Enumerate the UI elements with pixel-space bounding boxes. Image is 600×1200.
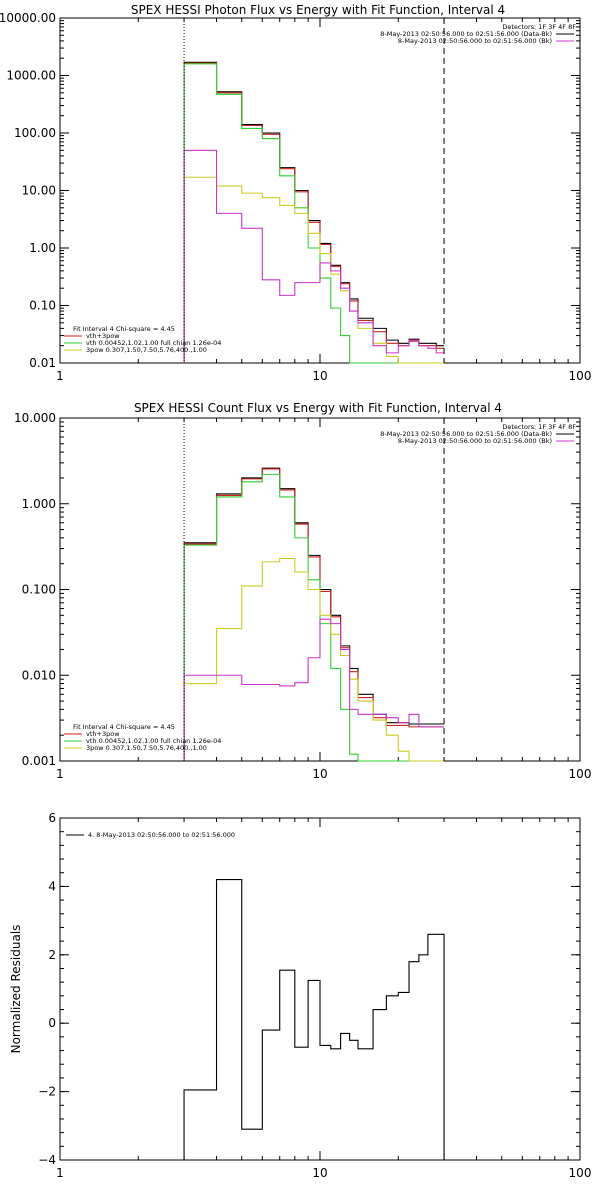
series-3pow-line xyxy=(183,557,445,762)
x-tick-label: 100 xyxy=(569,767,592,781)
count-flux-panel: SPEX HESSI Count Flux vs Energy with Fit… xyxy=(14,401,591,781)
y-tick-label: 0.10 xyxy=(29,299,56,313)
photon-flux-panel: SPEX HESSI Photon Flux vs Energy with Fi… xyxy=(0,3,591,383)
series-vth-line xyxy=(183,473,445,762)
legend-residual-entry: 4. 8-May-2013 02:50:56.000 to 02:51:56.0… xyxy=(88,831,235,839)
series-vth-3pow-line xyxy=(183,468,445,761)
x-tick-label: 100 xyxy=(569,1166,592,1180)
series-bk-line xyxy=(183,149,445,363)
y-tick-label: 6 xyxy=(48,811,56,825)
y-tick-label: 10.00 xyxy=(22,184,56,198)
photon-flux-detectors-label: Detectors: 1F 3F 4F 8F xyxy=(502,23,576,31)
y-tick-label: 1000.00 xyxy=(6,69,56,83)
x-tick-label: 1 xyxy=(56,767,64,781)
x-tick-label: 1 xyxy=(56,1166,64,1180)
y-tick-label: 10.000 xyxy=(14,411,56,425)
legend-top-entry: 8-May-2013 02:50:56.000 to 02:51:56.000 … xyxy=(380,430,552,438)
count-flux-title: SPEX HESSI Count Flux vs Energy with Fit… xyxy=(134,401,502,415)
y-tick-label: −2 xyxy=(38,1085,56,1099)
y-tick-label: 100.00 xyxy=(14,126,56,140)
series-data-bk-line xyxy=(183,61,445,363)
photon-flux-plot-frame xyxy=(59,17,581,364)
legend-bottom-entry: vth+3pow xyxy=(86,332,120,340)
legend-bottom-entry: 3pow 0.307,1.50,7.50,5.76,400.,1.00 xyxy=(86,346,207,354)
count-flux-fit-header: Fit Interval 4 Chi-square = 4.45 xyxy=(73,723,175,731)
series-4-8-may-2013-02-50-56-000-to-02-51-56-000-line xyxy=(183,879,445,1160)
y-tick-label: 2 xyxy=(48,948,56,962)
legend-top-entry: 8-May-2013 02:50:56.000 to 02:51:56.000 … xyxy=(380,30,552,38)
y-tick-label: 4 xyxy=(48,879,56,893)
y-tick-label: 0.001 xyxy=(22,754,56,768)
series-bk-line xyxy=(183,618,445,761)
y-tick-label: −4 xyxy=(38,1153,56,1167)
count-flux-detectors-label: Detectors: 1F 3F 4F 8F xyxy=(502,423,576,431)
y-tick-label: 0.100 xyxy=(22,583,56,597)
y-tick-label: 0 xyxy=(48,1016,56,1030)
x-tick-label: 10 xyxy=(312,1166,327,1180)
residuals-ylabel: Normalized Residuals xyxy=(9,925,23,1054)
legend-bottom-entry: vth+3pow xyxy=(86,730,120,738)
y-tick-label: 10000.00 xyxy=(0,11,56,25)
legend-bottom-entry: vth 0.00452,1.02,1.00 full chian 1.26e-0… xyxy=(86,737,221,745)
legend-top-entry: 8-May-2013 02:50:56.000 to 02:51:56.000 … xyxy=(398,37,552,45)
legend-top-entry: 8-May-2013 02:50:56.000 to 02:51:56.000 … xyxy=(398,437,552,445)
series-data-bk-line xyxy=(183,467,445,761)
legend-bottom-entry: 3pow 0.307,1.50,7.50,5.76,400.,1.00 xyxy=(86,744,207,752)
legend-bottom-entry: vth 0.00452,1.02,1.00 full chian 1.26e-0… xyxy=(86,339,221,347)
y-tick-label: 0.010 xyxy=(22,668,56,682)
x-tick-label: 100 xyxy=(569,369,592,383)
x-tick-label: 10 xyxy=(312,369,327,383)
x-tick-label: 1 xyxy=(56,369,64,383)
residuals-panel: Normalized Residuals 1 10 100 −4 −2 0 2 4 6 4. 8… xyxy=(9,811,591,1180)
photon-flux-fit-header: Fit Interval 4 Chi-square = 4.45 xyxy=(73,325,175,333)
y-tick-label: 1.000 xyxy=(22,497,56,511)
x-tick-label: 10 xyxy=(312,767,327,781)
y-tick-label: 0.01 xyxy=(29,356,56,370)
y-tick-label: 1.00 xyxy=(29,241,56,255)
series-3pow-line xyxy=(183,176,445,364)
photon-flux-title: SPEX HESSI Photon Flux vs Energy with Fi… xyxy=(131,3,505,17)
